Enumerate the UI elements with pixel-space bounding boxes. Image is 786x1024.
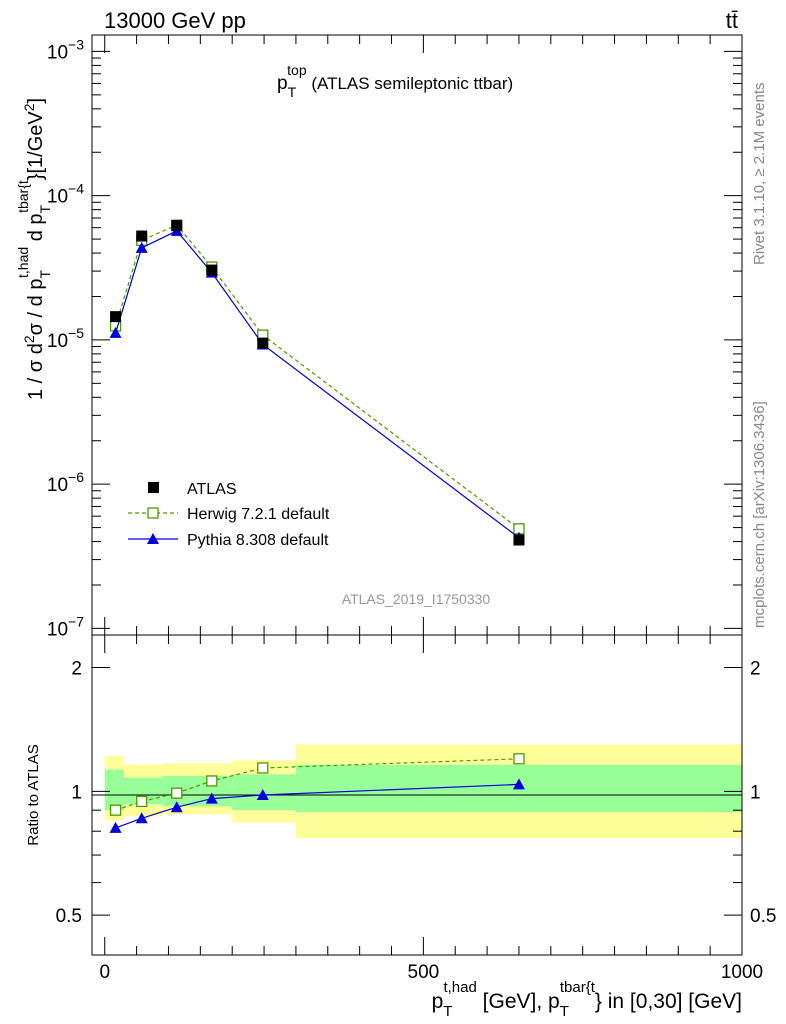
atlas-series-point — [171, 220, 183, 232]
main-plot-content — [109, 219, 525, 546]
y-tick-label: 10−3 — [47, 36, 84, 63]
legend-entry-herwig: Herwig 7.2.1 default — [128, 506, 330, 523]
pythia-ratio-series-point — [256, 788, 269, 800]
title-sup: top — [287, 62, 307, 78]
title-p: p — [277, 73, 288, 94]
ratio-y-tick-label-right: 0.5 — [750, 906, 776, 927]
legend-entry-pythia: Pythia 8.308 default — [128, 532, 329, 549]
legend-label-atlas: ATLAS — [187, 481, 237, 498]
pythia-ratio-series-point — [205, 792, 218, 804]
ratio-ticks — [92, 635, 743, 956]
ratio-frame — [91, 634, 743, 956]
x-tick-label: 0 — [99, 962, 110, 983]
atlas-series-point — [257, 337, 269, 349]
herwig-ratio-series-point — [257, 762, 269, 774]
pythia-ratio-series-point — [135, 812, 148, 824]
pythia-series-point — [135, 241, 148, 253]
legend-marker-atlas — [148, 482, 159, 493]
title-sub: T — [288, 84, 297, 100]
ratio-panel: 0.5 0.5 1 1 2 2 0 500 1000 Ratio to ATLAS pTt,ha… — [25, 634, 777, 1020]
y-axis-label-text: 1 / σ d2σ / d pTt,had d pTtbar{t}[1/GeV2… — [15, 98, 53, 400]
pythia-ratio-series-point — [170, 801, 183, 813]
energy-label: 13000 GeV pp — [104, 8, 246, 33]
ratio-y-tick-label: 2 — [71, 659, 82, 680]
ratio-y-tick-label-right: 1 — [750, 782, 761, 803]
mcplots-label: mcplots.cern.ch [arXiv:1306.3436] — [751, 401, 768, 628]
x-axis-label: pTt,had [GeV], pTtbar{t} in [0,30] [GeV] — [432, 979, 742, 1020]
pythia-series-point — [109, 326, 122, 338]
main-y-tick-labels: 10−3 10−4 10−5 10−6 10−7 — [47, 36, 84, 640]
title-rest: (ATLAS semileptonic ttbar) — [307, 74, 514, 93]
ratio-plot-content — [109, 753, 525, 833]
legend-entry-atlas: ATLAS — [148, 481, 237, 498]
inner-band-bin — [104, 769, 124, 811]
ratio-tick-labels: 0.5 0.5 1 1 2 2 0 500 1000 — [56, 659, 777, 983]
herwig-ratio-series-point — [171, 787, 183, 799]
atlas-series-point — [206, 264, 218, 276]
herwig-ratio-series-point — [109, 804, 122, 816]
herwig-ratio-series-point — [513, 753, 525, 765]
y-tick-label: 10−7 — [47, 613, 84, 640]
x-tick-label: 500 — [408, 962, 440, 983]
process-label: tt̄ — [726, 8, 738, 33]
plot-title: pTtop (ATLAS semileptonic ttbar) — [277, 62, 513, 100]
ratio-y-tick-label-right: 2 — [750, 659, 761, 680]
herwig-series-line — [115, 224, 520, 530]
x-tick-label: 1000 — [721, 962, 763, 983]
legend-marker-pythia — [147, 533, 159, 544]
pythia-ratio-series-point — [109, 821, 122, 833]
y-tick-label: 10−5 — [47, 325, 84, 352]
atlas-series-point — [136, 230, 148, 242]
pythia-ratio-series-line — [115, 783, 520, 829]
ratio-y-axis-label: Ratio to ATLAS — [25, 744, 42, 845]
pythia-series-line — [115, 230, 520, 539]
legend-marker-herwig — [147, 507, 159, 519]
ratio-y-tick-label: 1 — [71, 782, 82, 803]
atlas-series-point — [513, 534, 525, 546]
y-tick-label: 10−4 — [47, 181, 84, 208]
main-y-axis-label: 1 / σ d2σ / d pTt,had d pTtbar{t}[1/GeV2… — [15, 98, 53, 400]
pythia-ratio-series-point — [512, 778, 525, 790]
rivet-label: Rivet 3.1.10, ≥ 2.1M events — [751, 83, 768, 266]
herwig-ratio-series-point — [136, 795, 148, 808]
legend-label-pythia: Pythia 8.308 default — [187, 532, 329, 549]
herwig-ratio-series-point — [206, 775, 218, 787]
ratio-uncertainty-bands — [104, 744, 742, 839]
main-panel: 10−3 10−4 10−5 10−6 10−7 pTtop (ATLAS semile… — [15, 34, 743, 640]
atlas-series-point — [110, 311, 122, 323]
legend: ATLAS Herwig 7.2.1 default Pythia 8.308 … — [128, 481, 330, 549]
main-ticks — [92, 35, 743, 636]
legend-label-herwig: Herwig 7.2.1 default — [187, 506, 330, 523]
analysis-id: ATLAS_2019_I1750330 — [342, 591, 491, 607]
y-tick-label: 10−6 — [47, 469, 84, 496]
ratio-y-tick-label: 0.5 — [56, 906, 82, 927]
